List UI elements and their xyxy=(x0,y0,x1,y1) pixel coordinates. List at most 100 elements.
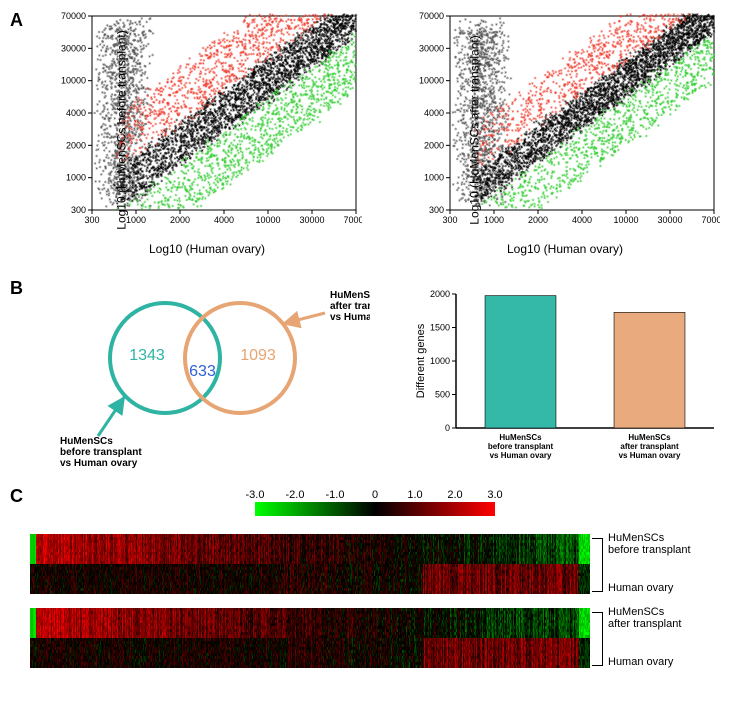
svg-text:*: * xyxy=(203,96,207,103)
svg-text:*: * xyxy=(218,89,222,96)
svg-text:*: * xyxy=(217,41,221,48)
svg-text:*: * xyxy=(128,22,132,29)
svg-text:*: * xyxy=(148,62,152,69)
svg-text:*: * xyxy=(171,91,175,98)
svg-text:*: * xyxy=(136,119,140,126)
panel-c-label: C xyxy=(10,486,23,507)
svg-text:*: * xyxy=(155,112,159,119)
svg-text:*: * xyxy=(220,81,224,88)
svg-text:*: * xyxy=(123,23,127,30)
svg-text:*: * xyxy=(151,53,155,60)
svg-text:*: * xyxy=(265,87,269,94)
svg-text:300: 300 xyxy=(71,205,86,215)
svg-text:*: * xyxy=(110,34,114,41)
svg-text:*: * xyxy=(189,90,193,97)
svg-text:*: * xyxy=(352,19,356,26)
svg-text:*: * xyxy=(98,36,102,43)
svg-text:*: * xyxy=(309,54,313,61)
svg-text:*: * xyxy=(199,137,203,144)
svg-text:*: * xyxy=(289,39,293,46)
svg-text:*: * xyxy=(236,31,240,38)
svg-text:*: * xyxy=(243,19,247,26)
svg-text:2000: 2000 xyxy=(170,215,190,225)
svg-text:*: * xyxy=(144,35,148,42)
bar-svg: 0500100015002000Different genesHuMenSCsb… xyxy=(410,288,720,468)
heatmap-canvas-2 xyxy=(30,564,590,594)
svg-text:*: * xyxy=(204,128,208,135)
svg-text:*: * xyxy=(159,109,163,116)
svg-text:*: * xyxy=(174,138,178,145)
svg-text:*: * xyxy=(96,58,100,65)
svg-text:*: * xyxy=(168,86,172,93)
scatter-after-ylabel: Log10 (HuMenSCs after transplant) xyxy=(468,35,482,224)
svg-text:*: * xyxy=(108,80,112,87)
svg-text:*: * xyxy=(188,115,192,122)
svg-text:*: * xyxy=(104,166,108,173)
svg-text:*: * xyxy=(225,123,229,130)
svg-text:*: * xyxy=(140,184,144,191)
svg-text:*: * xyxy=(179,64,183,71)
svg-text:*: * xyxy=(205,113,209,120)
svg-text:*: * xyxy=(105,84,109,91)
svg-text:*: * xyxy=(347,18,351,25)
svg-text:*: * xyxy=(104,205,108,212)
svg-text:*: * xyxy=(140,125,144,132)
scatter-after-xlabel: Log10 (Human ovary) xyxy=(507,242,623,256)
scatter-before-svg: 3001000200040001000030000700003001000200… xyxy=(52,10,362,240)
svg-text:*: * xyxy=(198,62,202,69)
svg-text:*: * xyxy=(135,53,139,60)
svg-text:*: * xyxy=(146,133,150,140)
svg-text:*: * xyxy=(168,124,172,131)
svg-text:30000: 30000 xyxy=(61,43,86,53)
svg-text:*: * xyxy=(258,28,262,35)
svg-text:*: * xyxy=(286,17,290,24)
svg-text:*: * xyxy=(175,89,179,96)
svg-text:*: * xyxy=(108,136,112,143)
svg-text:*: * xyxy=(164,160,168,167)
svg-text:*: * xyxy=(303,23,307,30)
svg-text:*: * xyxy=(271,46,275,53)
svg-text:*: * xyxy=(171,72,175,79)
svg-text:*: * xyxy=(206,57,210,64)
svg-text:*: * xyxy=(259,60,263,67)
heatmap-row-2 xyxy=(30,564,590,594)
svg-text:*: * xyxy=(292,14,296,21)
svg-text:*: * xyxy=(143,70,147,77)
svg-text:*: * xyxy=(300,47,304,54)
svg-text:*: * xyxy=(308,30,312,37)
svg-text:*: * xyxy=(231,39,235,46)
svg-text:*: * xyxy=(229,79,233,86)
svg-text:*: * xyxy=(249,85,253,92)
svg-text:2000: 2000 xyxy=(66,140,86,150)
svg-text:*: * xyxy=(157,172,161,179)
svg-text:70000: 70000 xyxy=(343,215,362,225)
heatmap-label-1: HuMenSCsbefore transplant xyxy=(608,532,691,556)
svg-text:*: * xyxy=(105,189,109,196)
svg-text:*: * xyxy=(172,163,176,170)
svg-text:*: * xyxy=(249,46,253,53)
scatter-before-ylabel: Log10 (HuMenSCs before transplant) xyxy=(115,30,129,229)
svg-text:*: * xyxy=(134,27,138,34)
scatter-before: Log10 (HuMenSCs before transplant) 30010… xyxy=(52,10,362,250)
svg-text:*: * xyxy=(148,113,152,120)
svg-text:*: * xyxy=(288,45,292,52)
svg-text:*: * xyxy=(273,33,277,40)
svg-text:*: * xyxy=(228,67,232,74)
svg-text:*: * xyxy=(133,148,137,155)
svg-text:*: * xyxy=(165,151,169,158)
svg-text:300: 300 xyxy=(84,215,99,225)
svg-text:*: * xyxy=(192,139,196,146)
svg-text:*: * xyxy=(183,94,187,101)
svg-text:*: * xyxy=(141,25,145,32)
panel-a-label: A xyxy=(10,10,23,31)
svg-text:*: * xyxy=(250,68,254,75)
svg-text:*: * xyxy=(179,147,183,154)
svg-text:*: * xyxy=(146,94,150,101)
svg-text:*: * xyxy=(149,16,153,23)
svg-text:*: * xyxy=(287,25,291,32)
svg-text:*: * xyxy=(109,158,113,165)
svg-text:*: * xyxy=(293,25,297,32)
svg-text:*: * xyxy=(184,81,188,88)
svg-text:*: * xyxy=(224,61,228,68)
heatmap-canvas-4 xyxy=(30,638,590,668)
